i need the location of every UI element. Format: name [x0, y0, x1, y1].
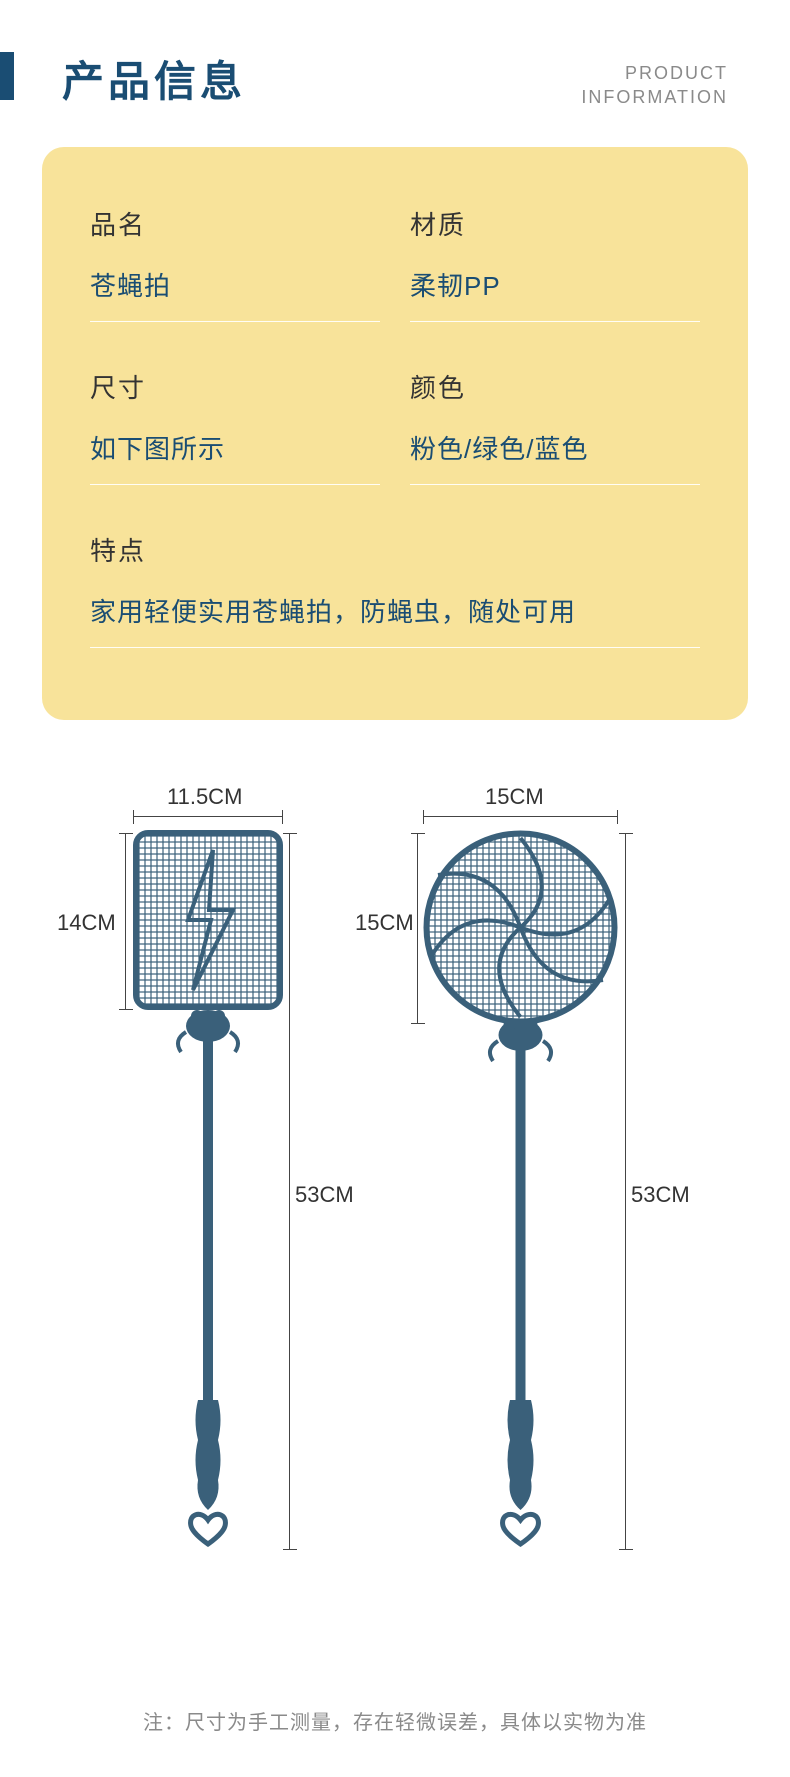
spec-item-color: 颜色 粉色/绿色/蓝色	[410, 368, 700, 485]
rect-height-line	[125, 833, 126, 1010]
round-swatter	[423, 830, 618, 1555]
header: 产品信息 PRODUCT INFORMATION	[0, 0, 790, 109]
spec-grid: 品名 苍蝇拍 材质 柔韧PP 尺寸 如下图所示 颜色 粉色/绿色/蓝色 特点 家…	[90, 205, 700, 648]
spec-label: 特点	[90, 531, 700, 568]
spec-value: 粉色/绿色/蓝色	[410, 429, 700, 485]
spec-label: 品名	[90, 205, 380, 242]
spec-item-name: 品名 苍蝇拍	[90, 205, 380, 322]
round-total-line	[625, 833, 626, 1550]
spec-value: 如下图所示	[90, 429, 380, 485]
spec-value: 柔韧PP	[410, 266, 700, 322]
round-width-label: 15CM	[485, 784, 544, 810]
rect-total-line	[289, 833, 290, 1550]
spec-label: 材质	[410, 205, 700, 242]
page-title-cn: 产品信息	[62, 48, 246, 109]
title-en-line1: PRODUCT	[581, 62, 728, 85]
spec-value: 苍蝇拍	[90, 266, 380, 322]
round-height-label: 15CM	[355, 910, 414, 936]
round-width-line	[423, 816, 618, 817]
rect-swatter	[133, 830, 283, 1555]
round-swatter-svg	[423, 830, 618, 1550]
footnote: 注：尺寸为手工测量，存在轻微误差，具体以实物为准	[0, 1706, 790, 1735]
rect-swatter-svg	[133, 830, 283, 1550]
round-height-line	[417, 833, 418, 1024]
spec-item-material: 材质 柔韧PP	[410, 205, 700, 322]
title-accent-bar	[0, 52, 14, 100]
product-info-card: 品名 苍蝇拍 材质 柔韧PP 尺寸 如下图所示 颜色 粉色/绿色/蓝色 特点 家…	[42, 147, 748, 720]
rect-width-line	[133, 816, 283, 817]
spec-label: 颜色	[410, 368, 700, 405]
round-total-label: 53CM	[631, 1182, 690, 1208]
spec-label: 尺寸	[90, 368, 380, 405]
rect-total-label: 53CM	[295, 1182, 354, 1208]
rect-width-label: 11.5CM	[167, 784, 242, 810]
spec-item-features: 特点 家用轻便实用苍蝇拍，防蝇虫，随处可用	[90, 531, 700, 648]
rect-height-label: 14CM	[57, 910, 116, 936]
spec-item-size: 尺寸 如下图所示	[90, 368, 380, 485]
page-title-en: PRODUCT INFORMATION	[581, 62, 728, 109]
dimension-diagram: 11.5CM 14CM 53CM 15CM 15CM 53CM	[75, 782, 715, 1602]
spec-value: 家用轻便实用苍蝇拍，防蝇虫，随处可用	[90, 592, 700, 648]
title-en-line2: INFORMATION	[581, 86, 728, 109]
